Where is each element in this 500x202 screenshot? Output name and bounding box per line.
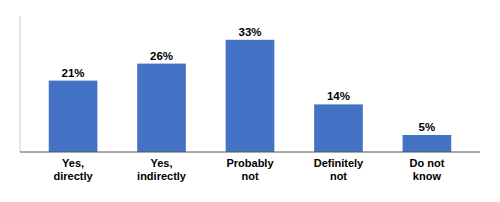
x-tick-label-line: not xyxy=(241,170,258,182)
x-tick-label: Yes,indirectly xyxy=(137,157,187,182)
x-tick-label: Probablynot xyxy=(226,157,274,182)
x-tick-label-line: indirectly xyxy=(137,170,187,182)
x-tick-label-line: directly xyxy=(54,170,94,182)
x-tick-label-line: Definitely xyxy=(314,157,364,169)
y-axis-line xyxy=(20,16,21,152)
data-label: 21% xyxy=(62,67,85,79)
x-tick-label-line: Probably xyxy=(226,157,274,169)
bar xyxy=(226,40,275,152)
x-tick-label-line: not xyxy=(330,170,347,182)
x-tick-label-line: Yes, xyxy=(62,157,84,169)
x-axis-line xyxy=(20,152,480,153)
data-label: 5% xyxy=(419,121,436,133)
data-label: 14% xyxy=(327,90,350,102)
data-label: 26% xyxy=(150,50,173,62)
x-tick-label: Do notknow xyxy=(410,157,445,182)
chart-container: Yes,directlyYes,indirectlyProbablynotDef… xyxy=(0,0,500,202)
x-tick-label: Yes,directly xyxy=(54,157,94,182)
x-tick-label-line: Yes, xyxy=(151,157,173,169)
bar xyxy=(137,64,186,152)
x-tick-label-line: Do not xyxy=(410,157,445,169)
x-tick-label: Definitelynot xyxy=(314,157,364,182)
bar xyxy=(49,81,98,152)
bars xyxy=(49,40,452,152)
bar xyxy=(314,104,363,152)
data-label: 33% xyxy=(238,26,261,38)
chart: Yes,directlyYes,indirectlyProbablynotDef… xyxy=(0,0,500,202)
x-tick-label-line: know xyxy=(413,170,442,182)
bar xyxy=(403,135,452,152)
